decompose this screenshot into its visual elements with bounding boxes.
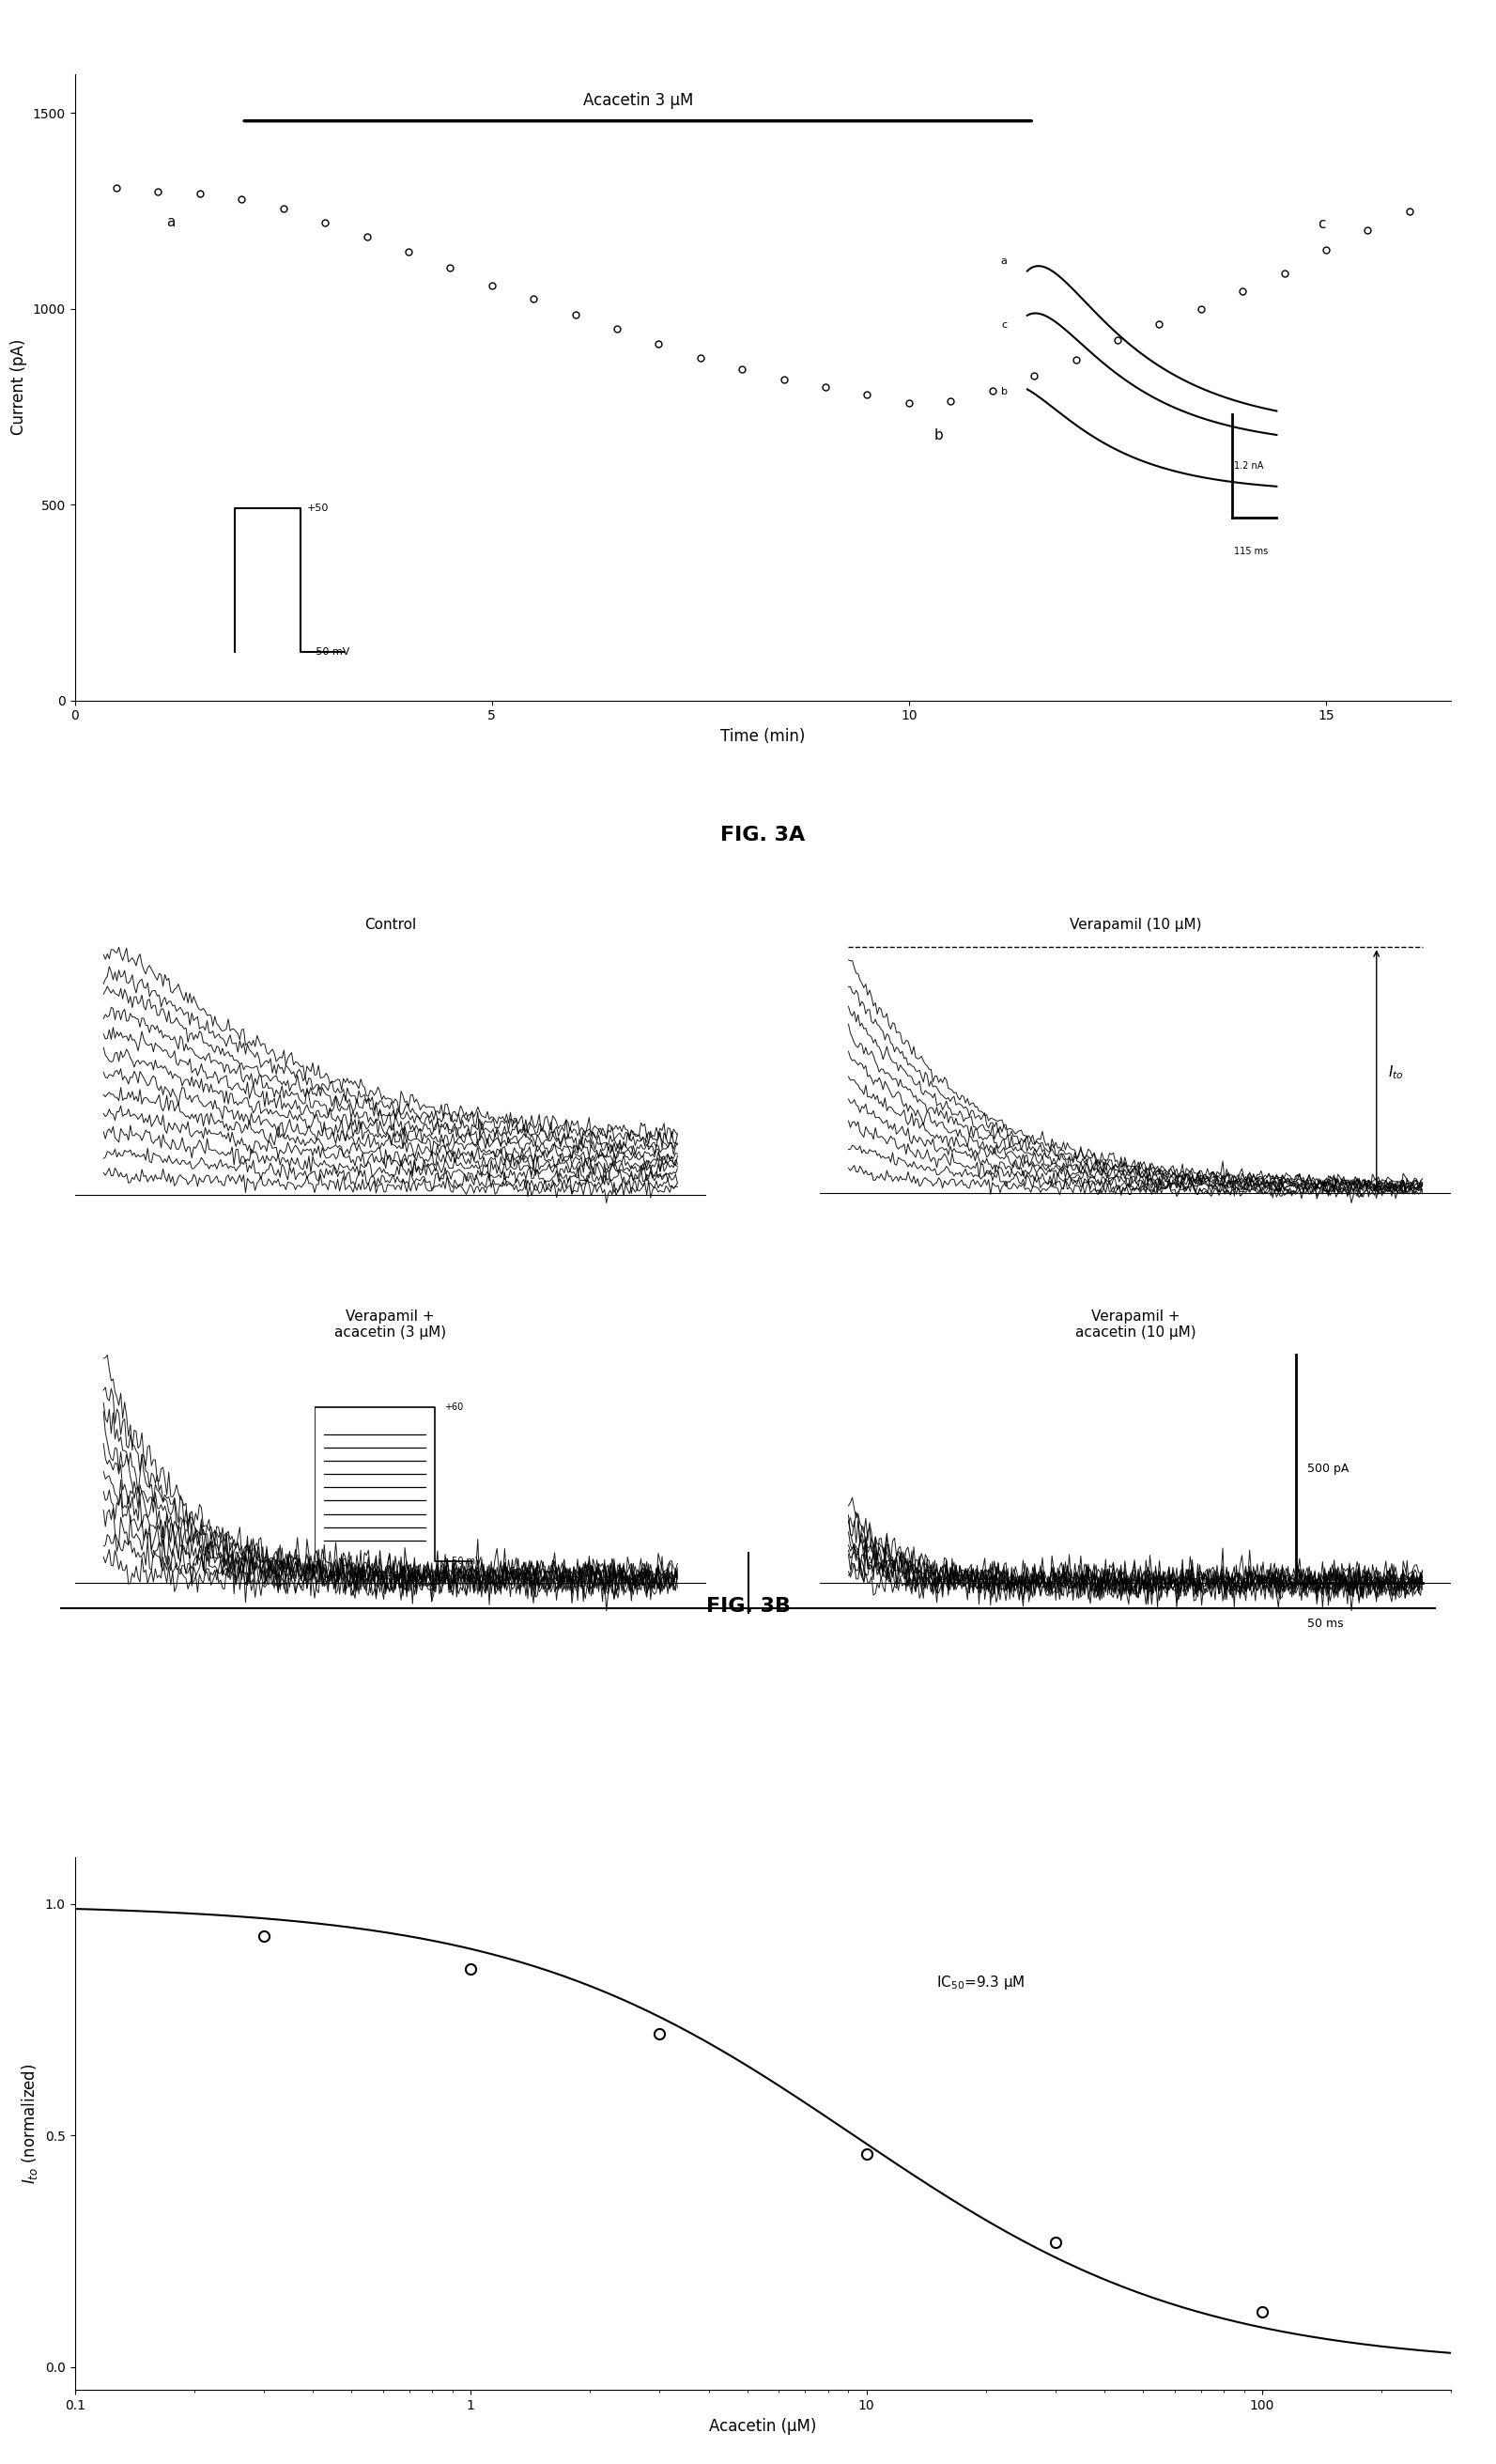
Title: Control: Control: [365, 919, 416, 931]
Y-axis label: Current (pA): Current (pA): [10, 340, 27, 436]
Text: FIG. 3A: FIG. 3A: [721, 825, 805, 845]
Text: 1.2 nA: 1.2 nA: [1234, 461, 1264, 471]
Text: c: c: [1001, 320, 1007, 330]
X-axis label: Time (min): Time (min): [721, 727, 805, 744]
Text: $I_{to}$: $I_{to}$: [1388, 1064, 1403, 1082]
Text: c: c: [1318, 217, 1325, 232]
Y-axis label: $I_{to}$ (normalized): $I_{to}$ (normalized): [19, 2062, 40, 2183]
Text: b: b: [1001, 387, 1007, 397]
Title: Verapamil +
acacetin (3 μM): Verapamil + acacetin (3 μM): [335, 1308, 446, 1340]
Text: 115 ms: 115 ms: [1234, 547, 1269, 557]
Text: a: a: [166, 214, 175, 229]
Text: a: a: [1001, 256, 1007, 266]
Text: IC$_{50}$=9.3 μM: IC$_{50}$=9.3 μM: [936, 1974, 1025, 1991]
Text: 500 pA: 500 pA: [1308, 1464, 1349, 1476]
Title: Verapamil (10 μM): Verapamil (10 μM): [1070, 919, 1201, 931]
Text: FIG. 3B: FIG. 3B: [706, 1597, 790, 1616]
Text: 50 ms: 50 ms: [1308, 1616, 1343, 1629]
Text: Acacetin 3 μM: Acacetin 3 μM: [583, 91, 693, 108]
Title: Verapamil +
acacetin (10 μM): Verapamil + acacetin (10 μM): [1076, 1308, 1195, 1340]
Text: b: b: [934, 429, 942, 444]
X-axis label: Acacetin (μM): Acacetin (μM): [709, 2417, 817, 2434]
